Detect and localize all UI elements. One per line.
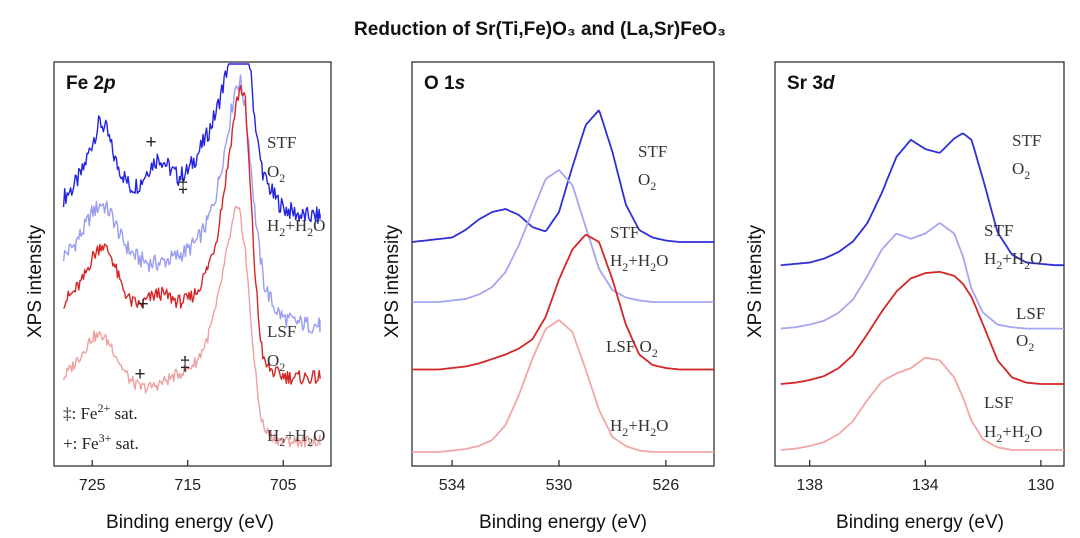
label-stf: STF xyxy=(638,142,667,161)
label-stf: STF xyxy=(984,221,1013,240)
label-h2-h2o: H2+H2O xyxy=(267,426,325,449)
fe2-sat-marker: ‡ xyxy=(180,354,191,375)
x-axis-label: Binding energy (eV) xyxy=(836,512,1004,533)
curve-stf-o2 xyxy=(780,132,1064,267)
label-o2: O2 xyxy=(1012,159,1030,182)
tick-group: 138 134 130 xyxy=(796,460,1054,494)
tick-group: 725 715 705 xyxy=(79,460,297,494)
y-axis-label: XPS intensity xyxy=(25,225,46,338)
curve-group xyxy=(780,132,1064,451)
legend-fe2-sat: ‡: Fe2+ sat. xyxy=(63,401,138,423)
panel-frame xyxy=(411,61,715,467)
x-tick-label: 534 xyxy=(439,477,466,494)
x-axis-label: Binding energy (eV) xyxy=(106,512,274,533)
label-lsf-o2: LSF O2 xyxy=(606,337,658,360)
curve-stf-o2 xyxy=(62,63,321,224)
curve-lsf-o2 xyxy=(780,271,1064,385)
panel-frame xyxy=(774,61,1065,467)
label-stf: STF xyxy=(1012,131,1041,150)
curve-lsf-h2-h2o xyxy=(412,319,714,453)
x-tick-label: 705 xyxy=(270,477,297,494)
x-axis-label: Binding energy (eV) xyxy=(479,512,647,533)
panel-o-1s: O 1s XPS intensity Binding energy (eV) 5… xyxy=(382,61,715,533)
panel-fe-2p: Fe 2p XPS intensity Binding energy (eV) … xyxy=(25,61,332,533)
curve-lsf-h2-h2o xyxy=(62,205,321,448)
curve-stf-o2 xyxy=(411,109,714,243)
x-tick-label: 715 xyxy=(174,477,201,494)
curve-stf-h2-h2o xyxy=(780,222,1064,330)
label-stf: STF xyxy=(610,223,639,242)
label-h2-h2o: H2+H2O xyxy=(610,416,668,439)
label-h2-h2o: H2+H2O xyxy=(267,216,325,239)
x-tick-label: 530 xyxy=(546,477,573,494)
panel-sr-3d: Sr 3d XPS intensity Binding energy (eV) … xyxy=(745,61,1065,533)
panel-title: Fe 2p xyxy=(66,73,116,94)
label-h2-h2o: H2+H2O xyxy=(610,251,668,274)
y-axis-label: XPS intensity xyxy=(745,225,766,338)
label-o2: O2 xyxy=(267,162,285,185)
legend-fe3-sat: +: Fe3+ sat. xyxy=(63,431,139,453)
panel-title: O 1s xyxy=(424,73,465,94)
curve-lsf-o2 xyxy=(412,233,714,371)
label-o2: O2 xyxy=(1016,331,1034,354)
x-tick-label: 130 xyxy=(1028,477,1055,494)
curve-lsf-o2 xyxy=(63,84,321,385)
fe3-sat-marker: + xyxy=(134,364,145,385)
panel-title: Sr 3d xyxy=(787,73,835,94)
label-o2: O2 xyxy=(267,351,285,374)
curve-group xyxy=(62,63,321,448)
x-tick-label: 725 xyxy=(79,477,106,494)
fe2-sat-marker: ‡ xyxy=(178,176,189,197)
curve-lsf-h2-h2o xyxy=(780,356,1064,451)
label-stf: STF xyxy=(267,133,296,152)
x-tick-label: 134 xyxy=(912,477,939,494)
y-axis-label: XPS intensity xyxy=(382,225,403,338)
label-lsf: LSF xyxy=(1016,304,1045,323)
fe3-sat-marker: + xyxy=(145,132,156,153)
figure-title: Reduction of Sr(Ti,Fe)O₃ and (La,Sr)FeO₃ xyxy=(354,19,726,40)
label-h2-h2o: H2+H2O xyxy=(984,422,1042,445)
curve-stf-h2-h2o xyxy=(62,74,321,334)
panel-frame xyxy=(53,61,332,467)
curve-stf-h2-h2o xyxy=(412,169,714,303)
x-tick-label: 138 xyxy=(796,477,823,494)
tick-group: 534 530 526 xyxy=(439,460,680,494)
label-o2: O2 xyxy=(638,170,656,193)
curve-group xyxy=(411,109,714,453)
x-tick-label: 526 xyxy=(653,477,680,494)
label-lsf: LSF xyxy=(984,393,1013,412)
label-h2-h2o: H2+H2O xyxy=(984,249,1042,272)
fe3-sat-marker: + xyxy=(137,294,148,315)
label-lsf: LSF xyxy=(267,322,296,341)
